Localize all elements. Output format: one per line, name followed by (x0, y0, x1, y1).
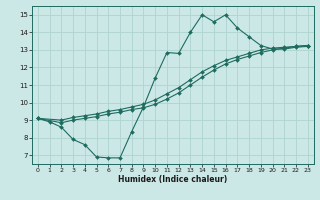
X-axis label: Humidex (Indice chaleur): Humidex (Indice chaleur) (118, 175, 228, 184)
